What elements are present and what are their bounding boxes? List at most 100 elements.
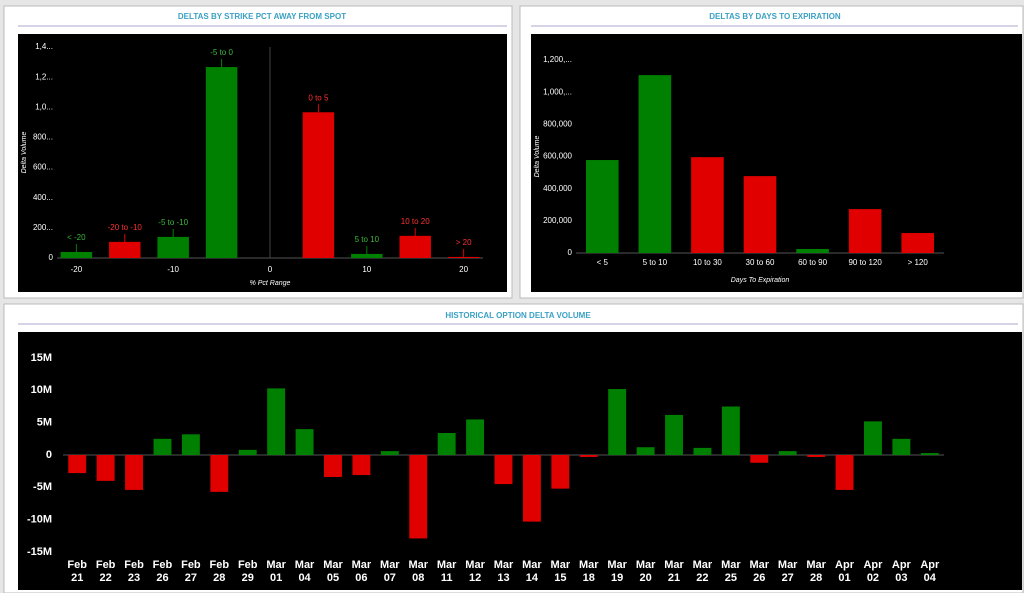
bar — [181, 434, 200, 455]
bar — [691, 157, 724, 253]
y-tick-label: 1,200,... — [543, 55, 572, 64]
bar — [324, 455, 342, 477]
bar — [466, 419, 485, 455]
x-tick-label: Mar — [806, 559, 826, 571]
y-tick-label: 400... — [33, 193, 53, 202]
bar — [743, 176, 777, 253]
x-tick-label: 11 — [441, 572, 453, 584]
y-tick-label: 0 — [49, 253, 54, 262]
x-tick-label: Mar — [323, 559, 343, 571]
bar — [352, 455, 371, 476]
x-tick-label: 21 — [668, 572, 680, 584]
x-tick-label: 29 — [242, 572, 254, 584]
bar — [210, 455, 229, 492]
bar — [68, 455, 87, 474]
x-tick-label: 19 — [611, 572, 623, 584]
bar — [920, 453, 939, 455]
x-tick-label: Mar — [522, 559, 542, 571]
bar — [750, 455, 769, 463]
x-tick-label: 18 — [583, 572, 595, 584]
bar — [153, 438, 172, 455]
bar-label: < -20 — [67, 233, 86, 242]
y-tick-label: 1,0... — [35, 102, 53, 111]
bar — [579, 455, 598, 457]
bar — [636, 447, 655, 455]
bar — [380, 451, 399, 455]
y-tick-label: 200,000 — [543, 216, 572, 225]
bar-label: -5 to 0 — [210, 48, 233, 57]
x-tick-label: Mar — [551, 559, 571, 571]
y-tick-label: 1,2... — [35, 72, 53, 81]
x-tick-label: 60 to 90 — [798, 258, 827, 267]
x-tick-label: 04 — [924, 572, 937, 584]
y-tick-label: 200... — [33, 223, 53, 232]
y-tick-label: 600... — [33, 163, 53, 172]
x-tick-label: Mar — [664, 559, 684, 571]
x-tick-label: Apr — [920, 559, 940, 571]
x-tick-label: Feb — [210, 559, 230, 571]
bar — [721, 406, 740, 455]
bar — [447, 256, 480, 258]
bar — [796, 248, 829, 253]
x-tick-label: 10 — [362, 265, 371, 274]
x-tick-label: Mar — [437, 559, 457, 571]
x-tick-label: 22 — [696, 572, 708, 584]
x-tick-label: 08 — [412, 572, 424, 584]
x-tick-label: Mar — [266, 559, 286, 571]
panel-title: DELTAS BY DAYS TO EXPIRATION — [709, 12, 841, 21]
x-tick-label: Apr — [835, 559, 855, 571]
x-tick-label: Apr — [892, 559, 912, 571]
bar — [848, 209, 882, 253]
bar-label: 10 to 20 — [401, 217, 430, 226]
bar-label: > 20 — [456, 238, 472, 247]
x-tick-label: 27 — [782, 572, 794, 584]
x-tick-label: Mar — [607, 559, 627, 571]
x-tick-label: Feb — [181, 559, 201, 571]
bar — [778, 451, 797, 455]
y-tick-label: -10M — [27, 514, 52, 526]
bar — [267, 388, 286, 455]
x-tick-label: Mar — [721, 559, 741, 571]
x-tick-label: Feb — [238, 559, 258, 571]
panel-title: HISTORICAL OPTION DELTA VOLUME — [445, 311, 591, 320]
x-tick-label: Mar — [494, 559, 514, 571]
y-tick-label: 0 — [46, 449, 52, 461]
x-tick-label: 05 — [327, 572, 339, 584]
bar-label: -5 to -10 — [158, 218, 188, 227]
x-tick-label: 12 — [469, 572, 481, 584]
y-tick-label: 5M — [37, 417, 52, 429]
x-tick-label: Mar — [749, 559, 769, 571]
y-tick-label: 15M — [31, 352, 52, 364]
bar — [205, 67, 238, 258]
bar — [693, 447, 712, 455]
x-tick-label: 06 — [355, 572, 367, 584]
x-tick-label: Feb — [153, 559, 173, 571]
x-tick-label: 07 — [384, 572, 396, 584]
bar — [437, 433, 456, 455]
bar-label: 0 to 5 — [308, 93, 329, 102]
bar — [522, 455, 541, 522]
y-tick-label: 800,000 — [543, 119, 572, 128]
x-tick-label: 01 — [838, 572, 850, 584]
bar — [96, 455, 115, 481]
x-tick-label: > 120 — [908, 258, 929, 267]
bar — [551, 455, 570, 489]
x-tick-label: 20 — [459, 265, 468, 274]
x-tick-label: 04 — [298, 572, 311, 584]
bar-label: -20 to -10 — [108, 223, 143, 232]
x-tick-label: 27 — [185, 572, 197, 584]
x-tick-label: 26 — [753, 572, 765, 584]
bar-label: 5 to 10 — [355, 235, 380, 244]
x-tick-label: 01 — [270, 572, 282, 584]
x-tick-label: Apr — [863, 559, 883, 571]
x-tick-label: 30 to 60 — [746, 258, 775, 267]
x-tick-label: Feb — [124, 559, 144, 571]
x-tick-label: 02 — [867, 572, 879, 584]
y-axis-label: Delta Volume — [534, 136, 541, 178]
y-axis-label: Delta Volume — [21, 132, 28, 174]
bar — [295, 429, 314, 455]
x-tick-label: Mar — [465, 559, 485, 571]
y-tick-label: 600,000 — [543, 152, 572, 161]
y-tick-label: 1,4... — [35, 42, 53, 51]
